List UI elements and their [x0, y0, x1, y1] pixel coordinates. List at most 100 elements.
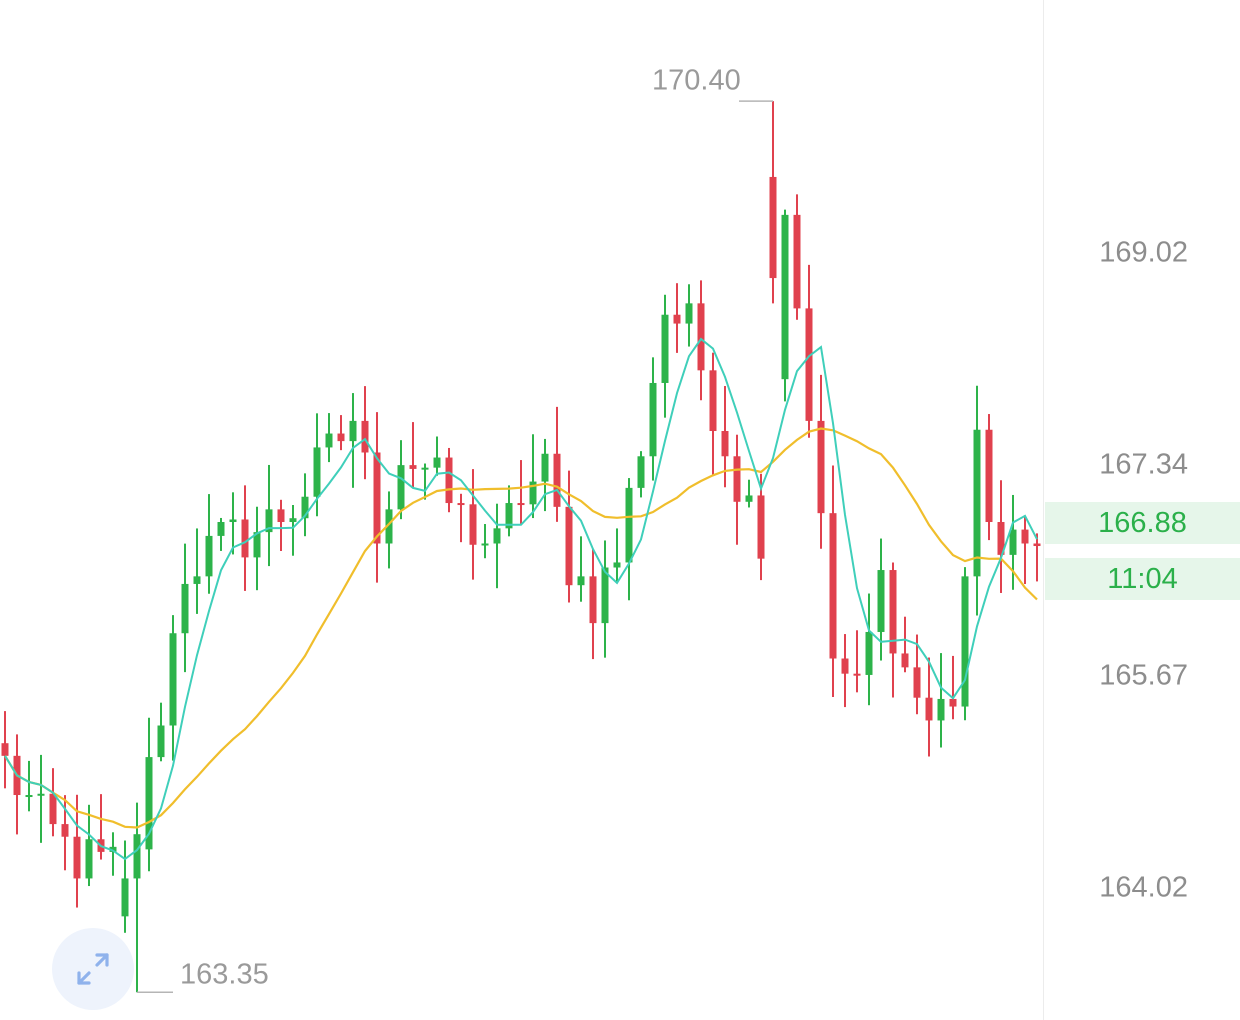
candle-down [13, 734, 21, 835]
candle-body [121, 878, 129, 917]
candle-body [145, 757, 153, 850]
candle-up [217, 517, 225, 551]
candle-up [433, 436, 441, 476]
candle-body [817, 420, 825, 514]
candle-body [325, 433, 333, 448]
candle-body [1033, 543, 1041, 547]
candle-up [265, 464, 273, 567]
candle-body [481, 543, 489, 546]
candle-down [589, 549, 597, 660]
candle-body [721, 431, 729, 457]
candle-up [481, 524, 489, 559]
candle-down [793, 194, 801, 320]
candle-up [637, 451, 645, 498]
candle-body [565, 506, 573, 586]
candle-body [901, 653, 909, 668]
candle-up [121, 840, 129, 933]
candle-body [541, 453, 549, 482]
candle-body [697, 303, 705, 371]
candle-body [781, 214, 789, 380]
candle-body [517, 503, 525, 506]
candle-body [313, 447, 321, 497]
candle-body [229, 519, 237, 523]
candle-body [493, 528, 501, 544]
candle-up [625, 478, 633, 601]
candle-body [601, 567, 609, 624]
candle-up [865, 593, 873, 706]
candle-up [109, 832, 117, 876]
candle-down [553, 406, 561, 522]
candle-body [373, 452, 381, 544]
candle-up [961, 567, 969, 721]
candle-down [241, 485, 249, 591]
expand-arrows-icon [77, 953, 109, 985]
candle-body [169, 633, 177, 726]
candle-body [973, 429, 981, 577]
candle-down [361, 386, 369, 480]
candle-body [913, 667, 921, 698]
ma-short-line [4, 337, 1038, 861]
candle-up [781, 209, 789, 402]
candle-up [613, 528, 621, 584]
current-price-badge: 166.88 [1045, 502, 1240, 544]
candle-down [1021, 517, 1029, 584]
candle-body [457, 503, 465, 506]
candle-body [25, 795, 33, 798]
candle-down [73, 794, 81, 908]
candle-body [613, 562, 621, 568]
candle-up [325, 413, 333, 463]
candle-up [205, 494, 213, 594]
candle-down [829, 465, 837, 697]
candle-body [505, 503, 513, 529]
candle-body [385, 509, 393, 544]
candle-up [1009, 494, 1017, 590]
candle-down [49, 768, 57, 837]
candle-down [853, 630, 861, 693]
candle-down [1, 711, 9, 789]
candle-body [73, 836, 81, 879]
candle-body [625, 487, 633, 563]
candle-up [601, 540, 609, 658]
candle-up [421, 463, 429, 500]
candle-body [685, 303, 693, 324]
candle-body [709, 370, 717, 432]
candle-body [253, 532, 261, 558]
candle-down [889, 562, 897, 698]
candle-down [757, 473, 765, 581]
candle-body [85, 839, 93, 879]
candle-up [973, 385, 981, 616]
expand-chart-button[interactable] [52, 928, 134, 1010]
candle-body [181, 583, 189, 634]
candle-body [877, 570, 885, 632]
candle-up [145, 717, 153, 872]
candle-down [901, 616, 909, 673]
candle-up [385, 491, 393, 569]
price-axis-divider [1043, 0, 1044, 1020]
candle-body [109, 846, 117, 852]
candle-up [397, 440, 405, 520]
candle-down [337, 415, 345, 451]
candle-up [877, 538, 885, 661]
candle-body [949, 698, 957, 707]
candle-down [985, 414, 993, 541]
candle-body [937, 698, 945, 721]
candle-down [709, 352, 717, 477]
candle-body [205, 535, 213, 577]
candle-body [805, 308, 813, 421]
candle-up [937, 653, 945, 748]
candle-down [925, 657, 933, 757]
candle-up [685, 284, 693, 347]
candle-body [529, 481, 537, 505]
candle-body [469, 504, 477, 545]
candle-down [373, 412, 381, 583]
candle-body [757, 495, 765, 559]
candle-body [1009, 529, 1017, 555]
candle-down [997, 480, 1005, 593]
candle-body [985, 429, 993, 523]
candle-body [217, 522, 225, 536]
y-tick-label: 165.67 [1099, 659, 1188, 692]
candle-body [925, 697, 933, 721]
candle-body [409, 465, 417, 469]
candle-body [265, 509, 273, 533]
y-tick-label: 164.02 [1099, 871, 1188, 904]
